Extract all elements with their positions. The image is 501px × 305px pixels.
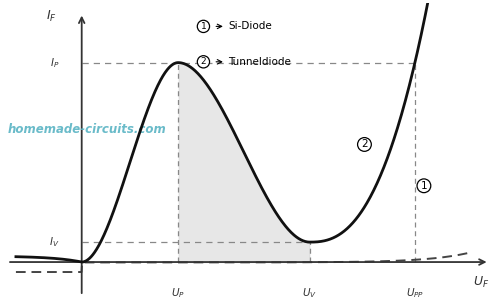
Text: $I_F$: $I_F$ xyxy=(46,9,57,24)
Text: homemade-circuits.com: homemade-circuits.com xyxy=(8,123,166,136)
Text: Tunneldiode: Tunneldiode xyxy=(228,57,291,67)
Text: 2: 2 xyxy=(361,139,368,149)
Text: $U_{PP}$: $U_{PP}$ xyxy=(406,286,424,300)
Text: $U_V$: $U_V$ xyxy=(302,286,317,300)
Text: 1: 1 xyxy=(200,22,206,31)
Text: $I_V$: $I_V$ xyxy=(49,235,60,249)
Text: 1: 1 xyxy=(421,181,427,191)
Text: $I_P$: $I_P$ xyxy=(51,56,60,70)
Text: $U_F$: $U_F$ xyxy=(472,274,489,289)
Text: $U_P$: $U_P$ xyxy=(171,286,185,300)
Text: Si-Diode: Si-Diode xyxy=(228,21,272,31)
Text: 2: 2 xyxy=(200,57,206,66)
